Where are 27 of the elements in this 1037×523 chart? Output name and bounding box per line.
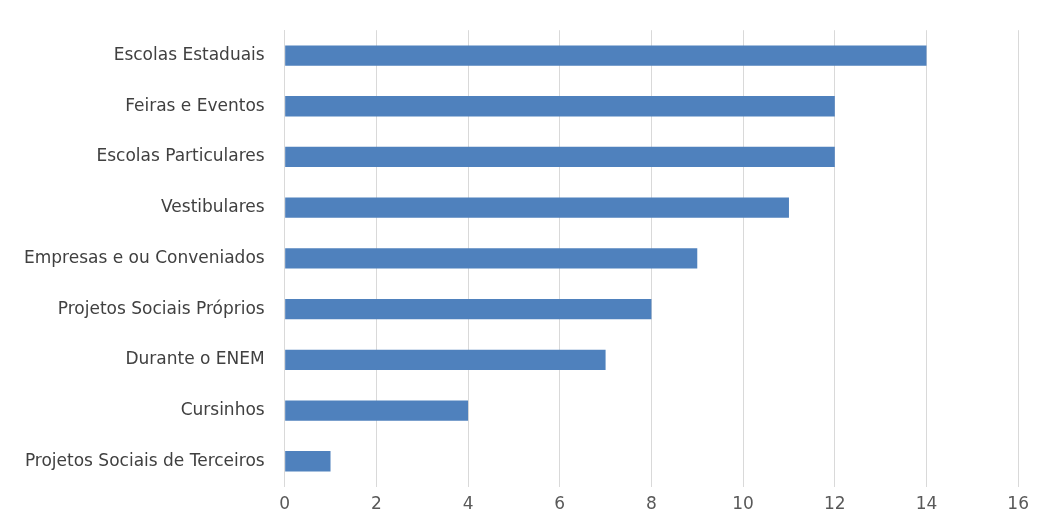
x-tick-label: 14 xyxy=(915,493,938,514)
y-tick-label: Projetos Sociais de Terceiros xyxy=(24,449,265,470)
y-tick-label: Escolas Particulares xyxy=(96,145,265,166)
bar xyxy=(285,146,835,168)
x-tick-label: 16 xyxy=(1007,493,1029,514)
y-tick-label: Empresas e ou Conveniados xyxy=(23,246,265,267)
y-tick-label: Cursinhos xyxy=(180,398,265,419)
bar xyxy=(285,197,789,218)
bar xyxy=(285,298,652,320)
x-tick-label: 4 xyxy=(462,493,474,514)
bar xyxy=(285,248,698,269)
y-tick-label: Feiras e Eventos xyxy=(125,94,265,115)
bar xyxy=(285,45,927,66)
x-tick-label: 6 xyxy=(554,493,566,514)
x-tick-label: 12 xyxy=(823,493,846,514)
bar xyxy=(285,451,331,472)
y-tick-label: Vestibulares xyxy=(161,196,265,217)
x-tick-label: 0 xyxy=(279,493,291,514)
y-tick-label: Projetos Sociais Próprios xyxy=(57,297,265,318)
x-tick-label: 10 xyxy=(732,493,754,514)
x-tick-label: 8 xyxy=(646,493,657,514)
x-tick-label: 2 xyxy=(370,493,382,514)
y-tick-label: Escolas Estaduais xyxy=(113,43,265,64)
y-tick-label: Durante o ENEM xyxy=(125,348,265,369)
bar xyxy=(285,96,835,117)
bar xyxy=(285,400,469,421)
bar xyxy=(285,349,606,370)
